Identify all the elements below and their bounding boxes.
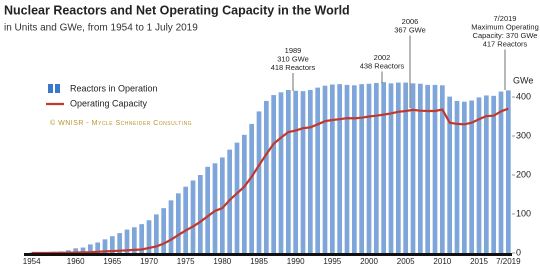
bar — [205, 166, 211, 253]
bar — [285, 89, 291, 253]
bar — [117, 233, 123, 253]
bar — [249, 123, 255, 253]
x-tick-label: 1975 — [177, 257, 195, 266]
bar — [168, 200, 174, 253]
y-tick-label: 100 — [516, 208, 531, 218]
bar — [95, 242, 101, 253]
y-tick-label: 200 — [516, 169, 531, 179]
x-tick-label: 2000 — [360, 257, 378, 266]
bar — [373, 82, 379, 254]
bar — [293, 90, 299, 253]
bar — [337, 84, 343, 253]
annotation: Maximum Operating — [471, 22, 539, 31]
bar — [87, 244, 93, 253]
chart-title: Nuclear Reactors and Net Operating Capac… — [4, 3, 350, 17]
bar — [234, 142, 240, 253]
bar — [197, 175, 203, 253]
x-tick-label: 1985 — [250, 257, 268, 266]
bar — [505, 90, 511, 254]
bar — [109, 236, 115, 253]
bar — [315, 87, 321, 253]
x-tick-label: 1970 — [140, 257, 158, 266]
annotation: 1989 — [285, 46, 302, 55]
x-tick-label: 7/2019 — [496, 257, 521, 266]
bar — [271, 95, 277, 253]
x-tick-label: 2010 — [433, 257, 451, 266]
annotation: 367 GWe — [394, 25, 426, 34]
x-tick-label: 1960 — [67, 257, 85, 266]
bar — [256, 111, 262, 254]
annotation: 2002 — [374, 53, 391, 62]
bar — [300, 91, 306, 254]
bar — [381, 82, 387, 254]
bar — [212, 163, 218, 253]
bar — [483, 95, 489, 253]
bar — [219, 157, 225, 253]
y-tick-label: 400 — [516, 91, 531, 101]
bar — [146, 220, 152, 253]
bar — [447, 96, 453, 253]
bar — [417, 83, 423, 254]
y-axis-label: GWe — [513, 75, 533, 85]
bar — [425, 84, 431, 253]
bar — [329, 84, 335, 254]
bar — [139, 224, 145, 253]
bar — [476, 97, 482, 253]
bar — [491, 95, 497, 253]
x-tick-label: 1965 — [103, 257, 121, 266]
bar — [124, 229, 130, 253]
bar — [153, 214, 159, 253]
bar — [307, 89, 313, 253]
bar — [322, 85, 328, 253]
annotation: 417 Reactors — [483, 39, 528, 48]
bar — [344, 84, 350, 253]
y-tick-label: 300 — [516, 130, 531, 140]
bar — [388, 83, 394, 253]
bar — [278, 92, 284, 253]
x-tick-label: 2005 — [397, 257, 415, 266]
bar — [395, 82, 401, 253]
x-tick-label: 2015 — [470, 257, 488, 266]
bar — [366, 83, 372, 254]
capacity-line — [31, 107, 509, 255]
bar — [432, 84, 438, 253]
bar — [469, 100, 475, 253]
x-tick-label: 1954 — [23, 257, 41, 266]
bar — [175, 193, 181, 253]
source: © WNISR - Mycle Schneider Consulting — [50, 119, 192, 127]
bar — [359, 84, 365, 253]
x-tick-label: 1995 — [323, 257, 341, 266]
bar — [73, 248, 79, 253]
bar — [263, 100, 269, 254]
annotation: 310 GWe — [277, 54, 309, 63]
x-tick-label: 1990 — [287, 257, 305, 266]
annotation: 438 Reactors — [360, 61, 405, 70]
legend-swatch — [55, 84, 60, 93]
y-tick-label: 0 — [516, 247, 521, 257]
bar — [439, 85, 445, 253]
bar — [183, 186, 189, 253]
legend-label: Reactors in Operation — [70, 83, 158, 93]
bar — [454, 100, 460, 254]
bar — [131, 227, 137, 253]
annotation: Capacity: 370 GWe — [473, 31, 538, 40]
annotation: 418 Reactors — [271, 63, 316, 72]
bar — [241, 134, 247, 253]
bar — [410, 83, 416, 253]
bar — [102, 239, 108, 253]
bar — [498, 91, 504, 253]
bar — [190, 180, 196, 253]
legend-swatch — [48, 84, 53, 93]
chart-subtitle: in Units and GWe, from 1954 to 1 July 20… — [4, 23, 198, 34]
bar — [80, 247, 86, 253]
x-tick-label: 1980 — [213, 257, 231, 266]
bar — [351, 85, 357, 253]
annotation: 7/2019 — [494, 14, 517, 23]
legend-label: Operating Capacity — [70, 98, 148, 108]
bar — [403, 82, 409, 253]
annotation: 2006 — [402, 17, 419, 26]
bar — [461, 101, 467, 254]
bar — [161, 208, 167, 253]
